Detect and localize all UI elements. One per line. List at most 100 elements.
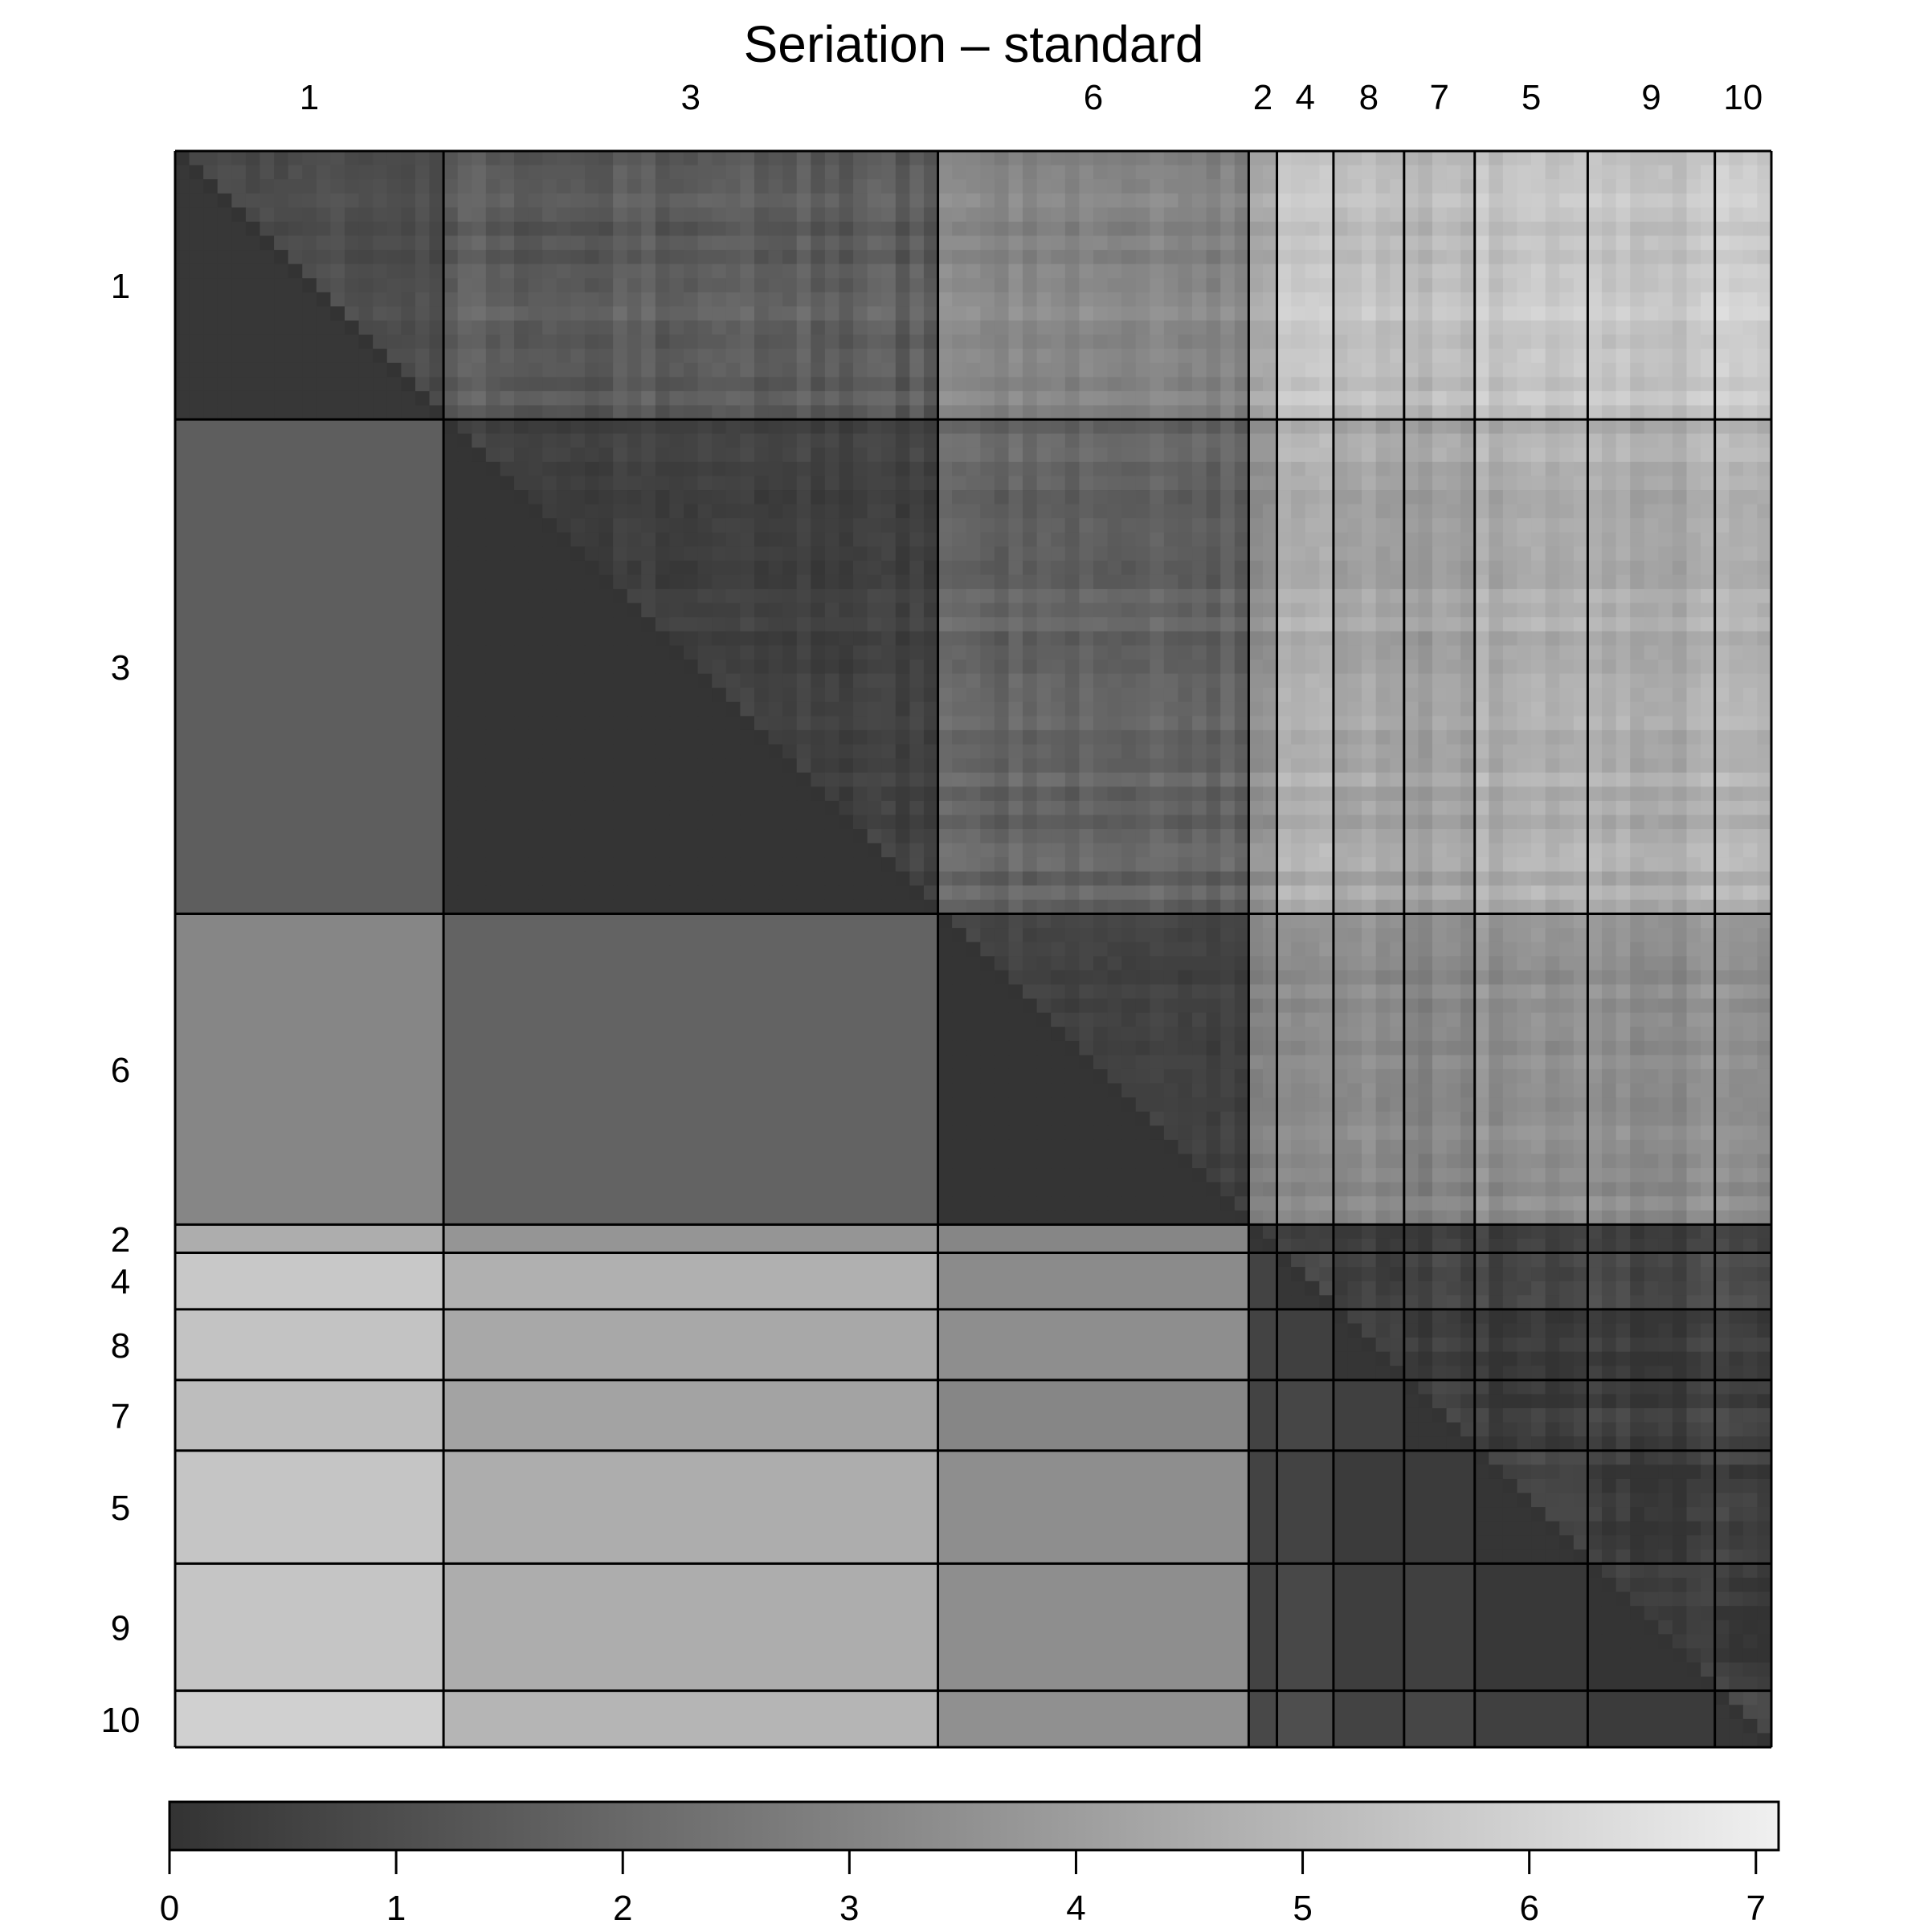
heatmap-cell: [1729, 546, 1744, 562]
heatmap-cell: [839, 645, 854, 660]
heatmap-cell: [796, 235, 811, 251]
heatmap-cell: [1206, 829, 1221, 844]
heatmap-cell: [980, 829, 995, 844]
heatmap-cell: [725, 235, 741, 251]
heatmap-cell: [824, 461, 840, 477]
heatmap-cell: [966, 560, 981, 576]
heatmap-cell: [485, 602, 501, 618]
heatmap-cell: [655, 546, 671, 562]
heatmap-cell: [1362, 390, 1377, 406]
heatmap-cell: [909, 334, 925, 349]
heatmap-cell: [1587, 546, 1603, 562]
heatmap-cell: [754, 221, 770, 237]
heatmap-cell: [1531, 377, 1546, 392]
heatmap-cell: [274, 334, 289, 349]
heatmap-cell: [1517, 292, 1532, 308]
heatmap-cell: [542, 504, 558, 519]
heatmap-cell: [1489, 829, 1504, 844]
heatmap-cell: [1559, 673, 1575, 688]
heatmap-cell: [1701, 772, 1716, 787]
heatmap-cell: [1446, 165, 1461, 180]
heatmap-cell: [1601, 645, 1617, 660]
heatmap-cell: [514, 193, 529, 208]
heatmap-cell: [288, 207, 303, 223]
heatmap-cell: [203, 306, 219, 321]
heatmap-cell: [1502, 688, 1518, 703]
heatmap-cell: [853, 349, 868, 364]
heatmap-cell: [867, 729, 882, 745]
heatmap-cell: [627, 518, 642, 533]
heatmap-cell: [1658, 278, 1673, 293]
heatmap-cell: [1178, 815, 1193, 830]
heatmap-cell: [1644, 744, 1659, 759]
heatmap-cell: [1686, 589, 1701, 604]
heatmap-cell: [1559, 349, 1575, 364]
heatmap-cell: [697, 758, 713, 774]
heatmap-cell: [895, 334, 910, 349]
heatmap-cell: [1489, 306, 1504, 321]
heatmap-cell: [1432, 617, 1448, 632]
heatmap-cell: [302, 250, 317, 265]
heatmap-cell: [1742, 617, 1758, 632]
heatmap-cell: [881, 461, 897, 477]
heatmap-cell: [429, 263, 444, 279]
heatmap-cell: [712, 179, 727, 194]
heatmap-cell: [1559, 447, 1575, 463]
heatmap-cell: [768, 207, 783, 223]
heatmap-cell: [697, 504, 713, 519]
heatmap-cell: [1234, 617, 1249, 632]
heatmap-cell: [1107, 490, 1122, 505]
heatmap-cell: [796, 362, 811, 378]
heatmap-cell: [627, 660, 642, 675]
heatmap-cell: [1347, 433, 1362, 448]
heatmap-cell: [839, 405, 854, 420]
heatmap-cell: [1489, 574, 1504, 590]
heatmap-cell: [895, 574, 910, 590]
heatmap-cell: [500, 447, 515, 463]
heatmap-cell: [1729, 390, 1744, 406]
heatmap-cell: [500, 716, 515, 731]
heatmap-cell: [231, 179, 247, 194]
heatmap-cell: [1121, 349, 1137, 364]
heatmap-cell: [1446, 645, 1461, 660]
heatmap-cell: [909, 235, 925, 251]
heatmap-cell: [824, 250, 840, 265]
heatmap-cell: [443, 405, 459, 420]
heatmap-cell: [1023, 235, 1038, 251]
heatmap-cell: [1446, 461, 1461, 477]
heatmap-cell: [584, 758, 600, 774]
heatmap-cell: [1163, 447, 1179, 463]
heatmap-cell: [1107, 518, 1122, 533]
heatmap-cell: [1573, 589, 1588, 604]
heatmap-cell: [429, 321, 444, 336]
heatmap-cell: [1559, 546, 1575, 562]
heatmap-cell: [485, 263, 501, 279]
heatmap-cell: [655, 419, 671, 435]
heatmap-cell: [429, 292, 444, 308]
heatmap-cell: [556, 193, 571, 208]
block-cell: [937, 1690, 1249, 1748]
heatmap-cell: [1630, 419, 1645, 435]
heatmap-cell: [923, 729, 939, 745]
heatmap-cell: [1319, 447, 1334, 463]
heatmap-cell: [443, 546, 459, 562]
heatmap-cell: [1135, 461, 1150, 477]
heatmap-cell: [627, 688, 642, 703]
heatmap-cell: [485, 377, 501, 392]
heatmap-cell: [1502, 193, 1518, 208]
heatmap-cell: [485, 292, 501, 308]
heatmap-cell: [457, 829, 472, 844]
heatmap-cell: [1644, 405, 1659, 420]
block-cell: [175, 1563, 444, 1692]
heatmap-cell: [1432, 461, 1448, 477]
heatmap-cell: [556, 786, 571, 802]
heatmap-cell: [231, 151, 247, 166]
heatmap-cell: [1107, 800, 1122, 816]
heatmap-cell: [1545, 405, 1560, 420]
heatmap-cell: [740, 504, 755, 519]
heatmap-cell: [1474, 390, 1489, 406]
heatmap-cell: [1658, 193, 1673, 208]
heatmap-cell: [811, 800, 826, 816]
heatmap-cell: [415, 250, 431, 265]
heatmap-cell: [1008, 334, 1023, 349]
